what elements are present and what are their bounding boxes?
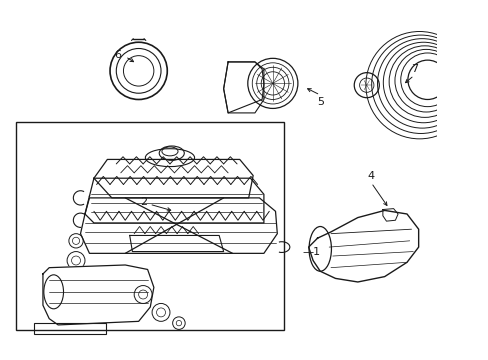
Polygon shape <box>94 159 253 198</box>
Bar <box>16 122 284 330</box>
Polygon shape <box>43 265 154 325</box>
Polygon shape <box>382 209 397 221</box>
Polygon shape <box>223 62 264 113</box>
Polygon shape <box>455 64 478 117</box>
Text: 4: 4 <box>367 171 374 180</box>
Text: 2: 2 <box>140 197 147 207</box>
Text: 7: 7 <box>410 64 417 74</box>
Text: 5: 5 <box>316 97 323 107</box>
Polygon shape <box>81 198 277 253</box>
Text: —1: —1 <box>302 247 320 257</box>
Polygon shape <box>308 210 418 282</box>
Bar <box>34 323 105 334</box>
Text: 6: 6 <box>114 50 121 60</box>
Polygon shape <box>85 178 264 223</box>
Polygon shape <box>129 235 223 252</box>
